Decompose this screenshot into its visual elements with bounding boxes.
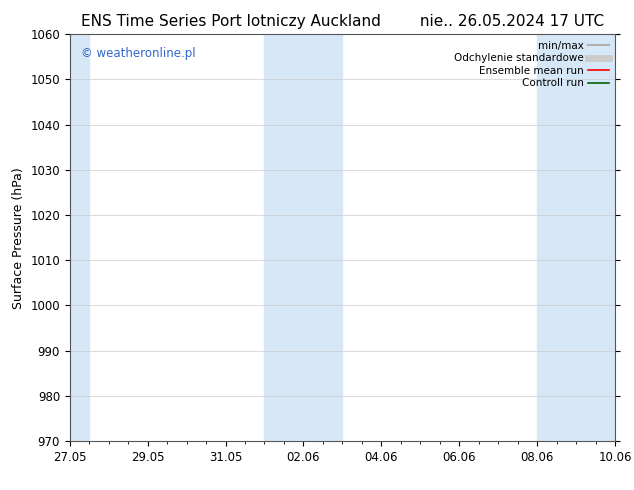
Legend: min/max, Odchylenie standardowe, Ensemble mean run, Controll run: min/max, Odchylenie standardowe, Ensembl… — [450, 36, 613, 93]
Y-axis label: Surface Pressure (hPa): Surface Pressure (hPa) — [11, 167, 25, 309]
Bar — [264, 34, 342, 441]
Title: ENS Time Series Port lotniczy Auckland        nie.. 26.05.2024 17 UTC: ENS Time Series Port lotniczy Auckland n… — [81, 14, 604, 29]
Bar — [70, 34, 89, 441]
Bar — [537, 34, 615, 441]
Text: © weatheronline.pl: © weatheronline.pl — [81, 47, 195, 59]
